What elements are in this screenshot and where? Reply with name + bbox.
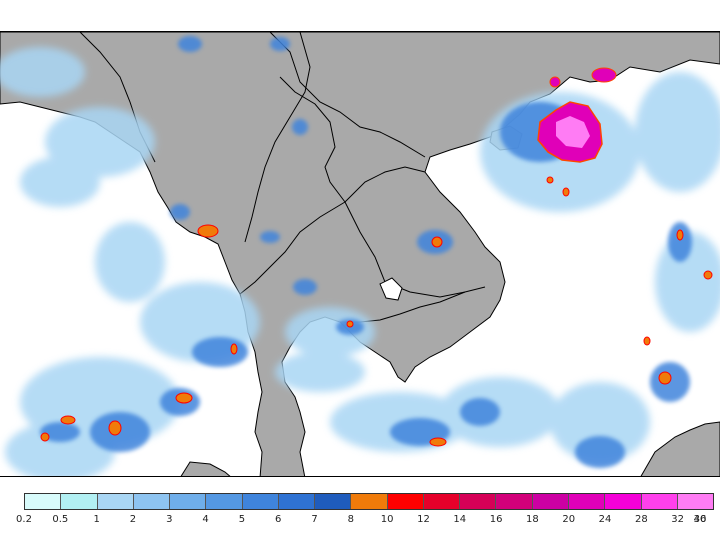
legend-tick-label: 6 — [275, 514, 282, 525]
legend-swatch — [423, 494, 461, 509]
sumatra-landmass — [180, 461, 231, 476]
legend-swatch — [532, 494, 569, 509]
map-canvas — [0, 32, 720, 476]
borneo-landmass — [640, 421, 720, 476]
legend-swatch — [605, 494, 642, 509]
legend-tick-label: 24 — [598, 514, 612, 525]
legend-swatch — [133, 494, 171, 509]
legend-swatch — [351, 494, 388, 509]
legend-swatch — [278, 494, 316, 509]
legend-tick-label: 3 — [166, 514, 173, 525]
legend-tick-label: 18 — [526, 514, 539, 525]
rain-heavy — [40, 176, 713, 447]
legend-tick-label: 28 — [634, 514, 648, 525]
colorbar-legend — [24, 493, 714, 510]
legend-swatch — [460, 494, 497, 509]
legend-tick-label: 1 — [93, 514, 100, 525]
legend-tick-label: 16 — [489, 514, 503, 525]
legend-swatch — [496, 494, 533, 509]
legend-tick-label: 0.5 — [52, 514, 69, 525]
precipitation-map — [0, 31, 720, 477]
legend-swatch — [568, 494, 606, 509]
legend-swatch — [61, 494, 98, 509]
legend-tick-label: 20 — [562, 514, 576, 525]
legend-swatch — [641, 494, 678, 509]
legend-swatch — [677, 494, 714, 509]
legend-tick-label: 2 — [129, 514, 137, 525]
legend-swatch — [25, 494, 62, 509]
legend-tick-label: 7 — [311, 514, 318, 525]
legend-swatch — [206, 494, 243, 509]
legend-tick-label: 10 — [380, 514, 394, 525]
legend-swatch — [387, 494, 424, 509]
legend-tick-label: 0.2 — [16, 514, 32, 525]
typhoon-core — [537, 67, 617, 163]
legend-swatch — [170, 494, 207, 509]
legend-tick-label: 32 — [671, 514, 685, 525]
legend-tick-label: 36 — [693, 514, 707, 525]
legend-swatch — [97, 494, 134, 509]
legend-swatch — [242, 494, 279, 509]
legend-tick-label: 5 — [238, 514, 246, 525]
legend-swatch — [315, 494, 352, 509]
legend-tick-label: 12 — [417, 514, 430, 525]
legend-tick-label: 14 — [453, 514, 467, 525]
legend-tick-label: 8 — [347, 514, 355, 525]
colorbar-labels: 0.2 0.5 1 2 3 4 5 6 7 8 10 12 14 16 18 20 24 28 32 36 40 — [0, 514, 720, 528]
legend-tick-label: 40 — [693, 514, 707, 525]
tonle-sap-lake — [379, 277, 403, 301]
legend-tick-label: 4 — [202, 514, 209, 525]
